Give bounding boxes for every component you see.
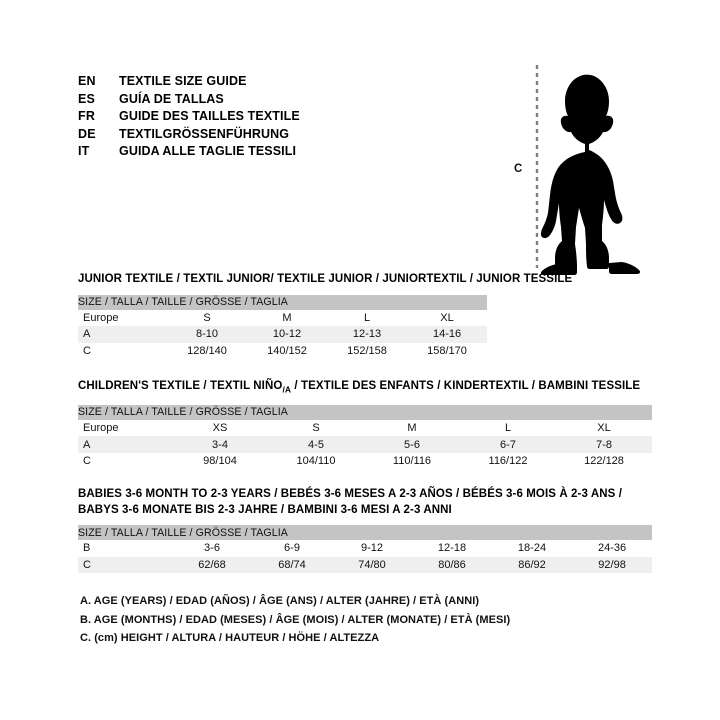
height-measurement-figure: C <box>500 55 680 285</box>
table-row: B 3-6 6-9 9-12 12-18 18-24 24-36 <box>78 540 653 557</box>
cell-value: 116/122 <box>460 452 556 470</box>
language-text-it: GUIDA ALLE TAGLIE TESSILI <box>119 144 297 158</box>
band-label-junior: SIZE / TALLA / TAILLE / GRÖSSE / TAGLIA <box>78 294 488 310</box>
col-header-xl: XL <box>556 419 653 437</box>
cell-value: 98/104 <box>172 452 268 470</box>
cell-value: 158/170 <box>407 342 488 359</box>
col-header-s: S <box>167 309 247 326</box>
language-row-de: DE TEXTILGRÖSSENFÜHRUNG <box>78 127 478 145</box>
section-junior-textile: JUNIOR TEXTILE / TEXTIL JUNIOR/ TEXTILE … <box>78 272 572 359</box>
table-row: C 128/140 140/152 152/158 158/170 <box>78 342 488 359</box>
table-row-header-childrens: Europe XS S M L XL <box>78 419 653 437</box>
section-title-babies-line2: BABYS 3-6 MONATE BIS 2-3 JAHRE / BAMBINI… <box>78 503 452 516</box>
cell-value: 104/110 <box>268 452 364 470</box>
table-band-row: SIZE / TALLA / TAILLE / GRÖSSE / TAGLIA <box>78 525 653 540</box>
row-label-b: B <box>78 540 172 557</box>
cell-value: 152/158 <box>327 342 407 359</box>
cell-value: 86/92 <box>492 556 572 573</box>
language-code-en: EN <box>78 74 96 88</box>
cell-value: 80/86 <box>412 556 492 573</box>
section-title-childrens-post: / TEXTILE DES ENFANTS / KINDERTEXTIL / B… <box>291 380 641 392</box>
band-label-babies: SIZE / TALLA / TAILLE / GRÖSSE / TAGLIA <box>78 525 653 540</box>
childrens-size-table: SIZE / TALLA / TAILLE / GRÖSSE / TAGLIA … <box>78 404 653 470</box>
language-row-it: IT GUIDA ALLE TAGLIE TESSILI <box>78 144 478 162</box>
col-header-s: S <box>268 419 364 437</box>
language-code-it: IT <box>78 144 90 158</box>
cell-value: 7-8 <box>556 436 653 453</box>
section-babies-textile: BABIES 3-6 MONTH TO 2-3 YEARS / BEBÉS 3-… <box>78 487 653 573</box>
table-row: A 3-4 4-5 5-6 6-7 7-8 <box>78 436 653 453</box>
row-label-europe: Europe <box>78 419 172 437</box>
cell-value: 24-36 <box>572 540 653 557</box>
section-title-babies-line1: BABIES 3-6 MONTH TO 2-3 YEARS / BEBÉS 3-… <box>78 488 622 500</box>
language-code-fr: FR <box>78 109 96 123</box>
row-label-a: A <box>78 436 172 453</box>
table-row: C 98/104 104/110 110/116 116/122 122/128 <box>78 452 653 470</box>
row-label-c: C <box>78 556 172 573</box>
table-band-row: SIZE / TALLA / TAILLE / GRÖSSE / TAGLIA <box>78 404 653 420</box>
col-header-l: L <box>460 419 556 437</box>
table-row: A 8-10 10-12 12-13 14-16 <box>78 326 488 343</box>
child-silhouette-icon <box>535 65 641 275</box>
col-header-m: M <box>364 419 460 437</box>
cell-value: 74/80 <box>332 556 412 573</box>
language-header-list: EN TEXTILE SIZE GUIDE ES GUÍA DE TALLAS … <box>78 74 478 162</box>
cell-value: 5-6 <box>364 436 460 453</box>
row-label-europe: Europe <box>78 309 167 326</box>
height-marker-label: C <box>514 163 523 175</box>
cell-value: 140/152 <box>247 342 327 359</box>
cell-value: 122/128 <box>556 452 653 470</box>
footnote-b: B. AGE (MONTHS) / EDAD (MESES) / ÂGE (MO… <box>80 613 511 626</box>
table-row: C 62/68 68/74 74/80 80/86 86/92 92/98 <box>78 556 653 573</box>
language-text-es: GUÍA DE TALLAS <box>119 91 224 106</box>
cell-value: 92/98 <box>572 556 653 573</box>
row-label-c: C <box>78 452 172 470</box>
section-title-junior: JUNIOR TEXTILE / TEXTIL JUNIOR/ TEXTILE … <box>78 273 573 285</box>
cell-value: 3-4 <box>172 436 268 453</box>
col-header-xl: XL <box>407 309 488 326</box>
cell-value: 12-18 <box>412 540 492 557</box>
section-childrens-textile: CHILDREN'S TEXTILE / TEXTIL NIÑO/A / TEX… <box>78 379 653 470</box>
cell-value: 6-9 <box>252 540 332 557</box>
cell-value: 68/74 <box>252 556 332 573</box>
language-text-en: TEXTILE SIZE GUIDE <box>119 74 247 88</box>
cell-value: 12-13 <box>327 326 407 343</box>
cell-value: 3-6 <box>172 540 252 557</box>
junior-size-table: SIZE / TALLA / TAILLE / GRÖSSE / TAGLIA … <box>78 294 488 359</box>
cell-value: 18-24 <box>492 540 572 557</box>
language-row-en: EN TEXTILE SIZE GUIDE <box>78 74 478 92</box>
col-header-xs: XS <box>172 419 268 437</box>
col-header-m: M <box>247 309 327 326</box>
cell-value: 110/116 <box>364 452 460 470</box>
section-title-childrens: CHILDREN'S TEXTILE / TEXTIL NIÑO/A / TEX… <box>78 379 652 398</box>
language-code-de: DE <box>78 126 96 141</box>
toddler-silhouette-shape <box>540 74 641 275</box>
table-row-header-junior: Europe S M L XL <box>78 309 488 326</box>
footnote-a: A. AGE (YEARS) / EDAD (AÑOS) / ÂGE (ANS)… <box>80 595 480 607</box>
cell-value: 9-12 <box>332 540 412 557</box>
cell-value: 128/140 <box>167 342 247 359</box>
row-label-a: A <box>78 326 167 343</box>
language-text-de: TEXTILGRÖSSENFÜHRUNG <box>119 126 290 141</box>
section-title-childrens-pre: CHILDREN'S TEXTILE / TEXTIL NIÑO <box>78 380 283 392</box>
cell-value: 14-16 <box>407 326 488 343</box>
footnote-c: C. (cm) HEIGHT / ALTURA / HAUTEUR / HÖHE… <box>80 632 380 644</box>
language-row-es: ES GUÍA DE TALLAS <box>78 92 478 110</box>
language-text-fr: GUIDE DES TAILLES TEXTILE <box>119 109 300 123</box>
language-code-es: ES <box>78 91 96 106</box>
cell-value: 6-7 <box>460 436 556 453</box>
band-label-childrens: SIZE / TALLA / TAILLE / GRÖSSE / TAGLIA <box>78 404 653 420</box>
cell-value: 4-5 <box>268 436 364 453</box>
section-title-childrens-sub: /A <box>282 384 292 395</box>
babies-size-table: SIZE / TALLA / TAILLE / GRÖSSE / TAGLIA … <box>78 525 653 573</box>
language-row-fr: FR GUIDE DES TAILLES TEXTILE <box>78 109 478 127</box>
cell-value: 62/68 <box>172 556 252 573</box>
table-band-row: SIZE / TALLA / TAILLE / GRÖSSE / TAGLIA <box>78 294 488 310</box>
footnote-legend: A. AGE (YEARS) / EDAD (AÑOS) / ÂGE (ANS)… <box>80 592 510 648</box>
row-label-c: C <box>78 342 167 359</box>
col-header-l: L <box>327 309 407 326</box>
cell-value: 8-10 <box>167 326 247 343</box>
cell-value: 10-12 <box>247 326 327 343</box>
